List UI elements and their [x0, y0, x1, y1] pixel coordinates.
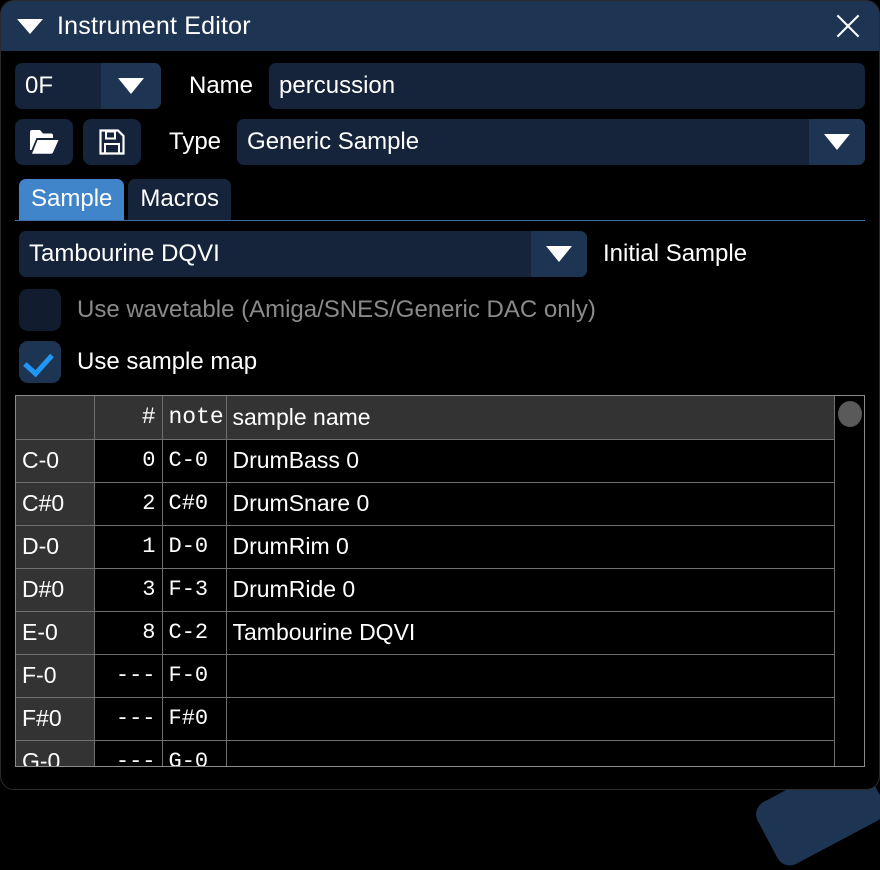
use-wavetable-checkbox[interactable]	[19, 289, 61, 331]
table-row[interactable]: G-0---G-0	[16, 740, 838, 767]
instrument-header-row: 0F Name	[15, 63, 865, 109]
page-title: Instrument Editor	[57, 12, 829, 41]
cell-name[interactable]	[226, 697, 838, 740]
cell-name[interactable]: DrumRide 0	[226, 568, 838, 611]
cell-note[interactable]: C-2	[162, 611, 226, 654]
type-label: Type	[169, 128, 221, 156]
tab-sample[interactable]: Sample	[19, 179, 124, 220]
use-sample-map-row: Use sample map	[15, 341, 865, 383]
use-sample-map-checkbox[interactable]	[19, 341, 61, 383]
editor-tabs: Sample Macros	[15, 179, 865, 221]
chevron-down-icon[interactable]	[531, 231, 587, 277]
cell-name[interactable]: Tambourine DQVI	[226, 611, 838, 654]
cell-name[interactable]	[226, 654, 838, 697]
cell-num[interactable]: 2	[94, 482, 162, 525]
cell-name[interactable]: DrumRim 0	[226, 525, 838, 568]
name-label: Name	[189, 72, 253, 100]
cell-note[interactable]: F#0	[162, 697, 226, 740]
cell-name[interactable]: DrumSnare 0	[226, 482, 838, 525]
floppy-disk-save-icon[interactable]	[83, 119, 141, 165]
cell-key[interactable]: D#0	[16, 568, 94, 611]
cell-num[interactable]: ---	[94, 697, 162, 740]
close-icon[interactable]	[829, 8, 865, 44]
table-row[interactable]: F#0---F#0	[16, 697, 838, 740]
cell-name[interactable]: DrumBass 0	[226, 439, 838, 482]
cell-name[interactable]	[226, 740, 838, 767]
cell-key[interactable]: F-0	[16, 654, 94, 697]
scrollbar-grabber[interactable]	[838, 401, 862, 427]
cell-num[interactable]: ---	[94, 740, 162, 767]
instrument-index-value: 0F	[15, 72, 63, 100]
cell-key[interactable]: D-0	[16, 525, 94, 568]
cell-note[interactable]: G-0	[162, 740, 226, 767]
instrument-index-dropdown[interactable]: 0F	[15, 63, 161, 109]
instrument-name-input[interactable]	[269, 63, 865, 109]
use-wavetable-label: Use wavetable (Amiga/SNES/Generic DAC on…	[77, 296, 596, 324]
cell-key[interactable]: F#0	[16, 697, 94, 740]
table-row[interactable]: F-0---F-0	[16, 654, 838, 697]
vertical-scrollbar[interactable]	[834, 396, 864, 766]
chevron-down-icon[interactable]	[101, 63, 161, 109]
column-header-note: note	[162, 396, 226, 439]
use-sample-map-label: Use sample map	[77, 348, 257, 376]
cell-num[interactable]: 8	[94, 611, 162, 654]
cell-note[interactable]: C-0	[162, 439, 226, 482]
table-header-row: # note sample name	[16, 396, 838, 439]
folder-open-icon[interactable]	[15, 119, 73, 165]
instrument-editor-window: Instrument Editor 0F Name	[0, 0, 880, 790]
column-header-num: #	[94, 396, 162, 439]
instrument-type-value: Generic Sample	[237, 128, 429, 156]
window-titlebar: Instrument Editor	[1, 1, 879, 51]
cell-note[interactable]: D-0	[162, 525, 226, 568]
initial-sample-label: Initial Sample	[603, 240, 747, 268]
use-wavetable-row: Use wavetable (Amiga/SNES/Generic DAC on…	[15, 289, 865, 331]
tab-macros[interactable]: Macros	[128, 179, 231, 220]
chevron-down-icon[interactable]	[809, 119, 865, 165]
cell-num[interactable]: 0	[94, 439, 162, 482]
cell-num[interactable]: 1	[94, 525, 162, 568]
cell-key[interactable]: C#0	[16, 482, 94, 525]
initial-sample-row: Tambourine DQVI Initial Sample	[15, 231, 865, 277]
cell-key[interactable]: E-0	[16, 611, 94, 654]
cell-note[interactable]: F-0	[162, 654, 226, 697]
window-body: 0F Name Type Ge	[1, 63, 879, 767]
column-header-key	[16, 396, 94, 439]
cell-note[interactable]: F-3	[162, 568, 226, 611]
cell-key[interactable]: G-0	[16, 740, 94, 767]
instrument-type-dropdown[interactable]: Generic Sample	[237, 119, 865, 165]
cell-key[interactable]: C-0	[16, 439, 94, 482]
cell-num[interactable]: ---	[94, 654, 162, 697]
initial-sample-value: Tambourine DQVI	[19, 240, 230, 268]
cell-num[interactable]: 3	[94, 568, 162, 611]
initial-sample-dropdown[interactable]: Tambourine DQVI	[19, 231, 587, 277]
triangle-down-icon[interactable]	[17, 19, 43, 34]
instrument-type-row: Type Generic Sample	[15, 119, 865, 165]
column-header-name: sample name	[226, 396, 838, 439]
cell-note[interactable]: C#0	[162, 482, 226, 525]
